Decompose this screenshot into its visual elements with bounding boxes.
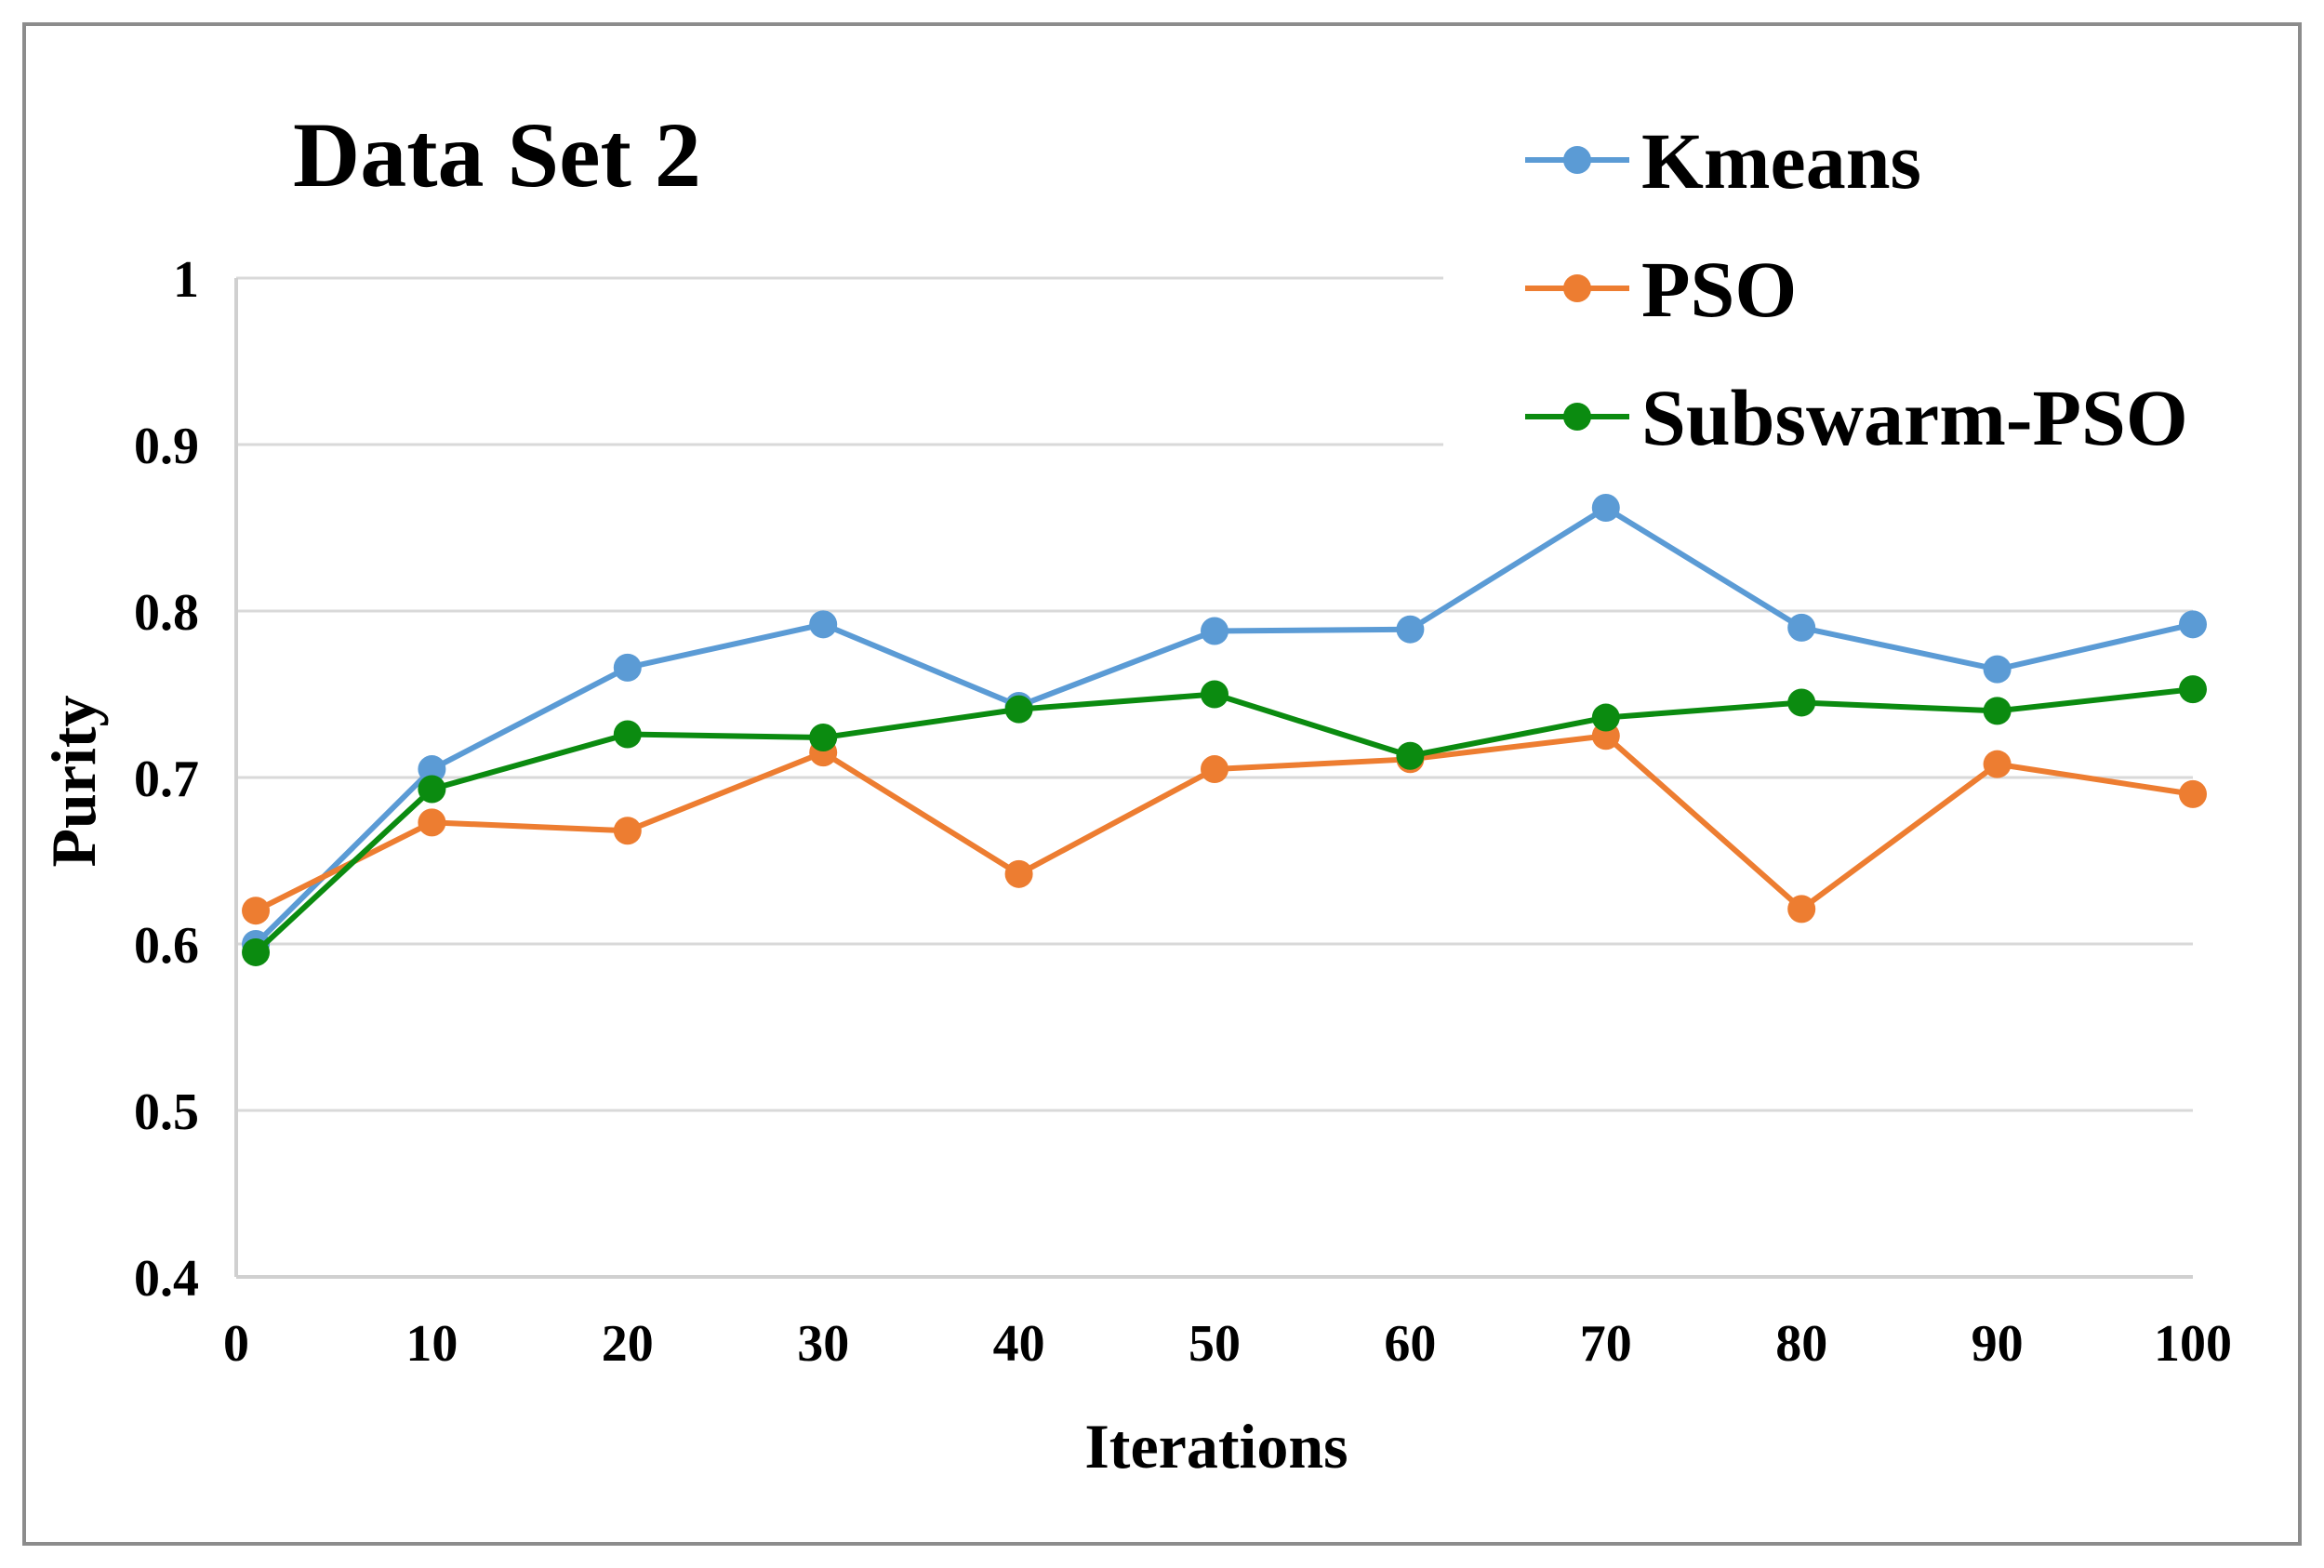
x-tick-label: 10	[405, 1315, 458, 1373]
data-point-kmeans	[1591, 494, 1620, 523]
y-tick-label: 1	[173, 251, 199, 309]
data-point-pso	[1201, 755, 1228, 784]
data-point-kmeans	[1787, 613, 1816, 642]
data-point-pso	[1787, 895, 1816, 924]
chart-frame	[22, 22, 2302, 1546]
data-point-subswarm-pso	[809, 724, 838, 752]
data-point-pso	[242, 897, 271, 925]
tick-labels: 0.40.50.60.70.80.910 10 20 30 40 50 60 70 80 90 10…	[134, 251, 2232, 1373]
data-point-kmeans	[418, 755, 446, 784]
legend-item-subswarm-pso: Subswarm-PSO	[1525, 373, 2188, 462]
data-point-kmeans	[613, 653, 642, 682]
series	[242, 494, 2207, 966]
x-tick-label: 70	[1580, 1315, 1632, 1373]
x-tick-label: 90	[1972, 1315, 2024, 1373]
data-point-pso	[613, 817, 642, 845]
x-tick-label: 30	[797, 1315, 849, 1373]
y-tick-label: 0.4	[134, 1250, 199, 1308]
data-point-kmeans	[1396, 615, 1425, 644]
x-tick-label: 60	[1384, 1315, 1436, 1373]
legend-label: PSO	[1641, 245, 1797, 334]
legend-marker	[1563, 403, 1591, 431]
legend-item-kmeans: Kmeans	[1525, 116, 1921, 206]
gridlines	[236, 276, 2193, 1112]
x-axis-label: Iterations	[1084, 1411, 1348, 1482]
data-point-subswarm-pso	[1201, 680, 1228, 709]
y-tick-label: 0.9	[134, 418, 199, 475]
data-point-subswarm-pso	[1396, 741, 1425, 770]
axes	[234, 278, 2193, 1279]
series-pso	[242, 722, 2207, 925]
data-point-subswarm-pso	[1004, 695, 1033, 724]
data-point-pso	[1983, 750, 2012, 778]
x-tick-label: 20	[602, 1315, 654, 1373]
data-point-subswarm-pso	[1983, 697, 2012, 725]
legend: Kmeans PSO Subswarm-PSO	[1525, 116, 2188, 462]
legend-item-pso: PSO	[1525, 245, 1797, 334]
chart-title: Data Set 2	[293, 103, 701, 206]
data-point-kmeans	[1983, 655, 2012, 684]
x-tick-label: 80	[1775, 1315, 1827, 1373]
data-point-subswarm-pso	[242, 937, 271, 966]
data-point-kmeans	[2179, 610, 2207, 639]
series-line-kmeans	[253, 505, 2194, 947]
x-tick-label: 40	[993, 1315, 1045, 1373]
legend-marker	[1563, 274, 1591, 302]
x-tick-label: 50	[1189, 1315, 1241, 1373]
x-tick-label: 0	[223, 1315, 249, 1373]
series-line-subswarm-pso	[254, 686, 2194, 955]
data-point-subswarm-pso	[2179, 675, 2207, 704]
y-axis-label: Purity	[38, 695, 109, 867]
data-point-subswarm-pso	[418, 775, 446, 804]
data-point-kmeans	[1201, 617, 1228, 645]
legend-label: Subswarm-PSO	[1641, 373, 2188, 462]
y-tick-label: 0.7	[134, 751, 199, 808]
data-point-kmeans	[809, 610, 838, 639]
y-tick-label: 0.6	[134, 917, 199, 975]
y-tick-label: 0.5	[134, 1083, 199, 1141]
data-point-pso	[418, 808, 446, 837]
data-point-subswarm-pso	[613, 720, 642, 749]
data-point-pso	[2179, 779, 2207, 808]
data-point-subswarm-pso	[1591, 703, 1620, 732]
series-kmeans	[242, 494, 2207, 958]
data-point-pso	[1004, 859, 1033, 888]
data-point-subswarm-pso	[1787, 688, 1816, 717]
y-tick-label: 0.8	[134, 584, 199, 642]
legend-marker	[1563, 146, 1591, 174]
legend-label: Kmeans	[1641, 116, 1921, 206]
series-subswarm-pso	[242, 675, 2207, 966]
x-tick-label: 100	[2154, 1315, 2232, 1373]
